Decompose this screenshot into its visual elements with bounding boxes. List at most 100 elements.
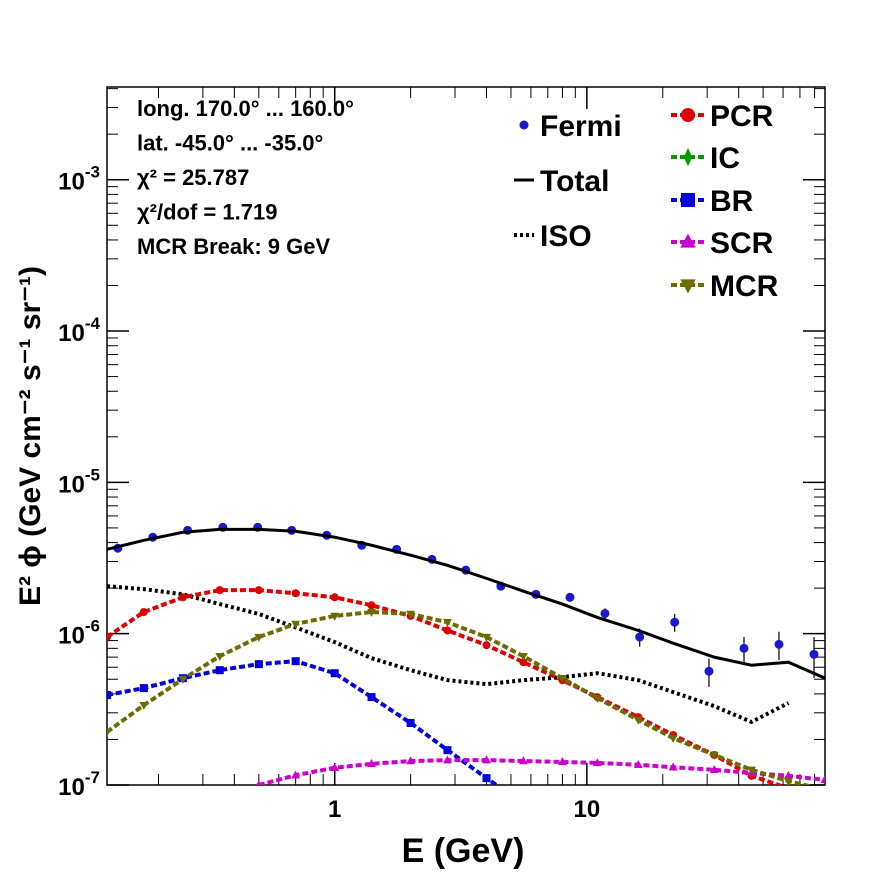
marker [178, 675, 188, 684]
y-tick-exponent: -5 [85, 465, 100, 484]
marker [254, 586, 263, 595]
marker [107, 691, 111, 700]
series-line [107, 659, 500, 785]
y-tick-base: 10 [58, 623, 85, 650]
marker [482, 774, 491, 783]
legend-label: PCR [710, 100, 774, 133]
annotation: MCR Break: 9 GeV [137, 234, 331, 259]
data-point [635, 632, 645, 642]
annotation: lat. -45.0° ... -35.0° [137, 131, 323, 156]
legend-label: Total [540, 165, 609, 198]
x-tick-label: 1 [328, 796, 341, 823]
y-tick-exponent: -4 [85, 314, 101, 333]
marker [215, 586, 224, 595]
data-point [809, 649, 819, 659]
marker [680, 279, 696, 294]
annotation: long. 170.0° ... 160.0° [137, 96, 354, 121]
data-point [774, 639, 784, 649]
marker [443, 626, 452, 635]
marker [592, 758, 602, 767]
marker [820, 775, 825, 784]
marker [683, 147, 693, 167]
marker [330, 762, 340, 771]
marker [291, 589, 300, 598]
marker [254, 633, 264, 642]
marker [107, 728, 112, 737]
legend-label: SCR [710, 227, 774, 260]
marker [443, 746, 452, 755]
marker [443, 619, 452, 628]
marker [668, 762, 678, 771]
x-tick-label: 10 [574, 796, 601, 823]
y-tick-label: 10-7 [58, 768, 100, 801]
legend-label: BR [710, 185, 754, 218]
marker [518, 652, 528, 661]
marker [633, 716, 643, 725]
marker [107, 633, 111, 642]
marker [784, 777, 793, 785]
marker [139, 701, 149, 710]
marker [178, 593, 187, 602]
legend-entry: ISO [514, 220, 592, 253]
plot-area [107, 522, 825, 785]
marker [367, 601, 376, 610]
marker [681, 108, 695, 122]
legend-entry: PCR [671, 100, 774, 133]
data-point [670, 617, 680, 627]
data-point [600, 608, 610, 618]
y-axis-title: E² ϕ (GeV cm⁻² s⁻¹ sr⁻¹) [14, 266, 47, 606]
legend-entry: BR [671, 185, 754, 218]
legend-entry: Fermi [519, 110, 622, 143]
y-tick-label: 10-6 [58, 617, 100, 650]
legend-entry: SCR [671, 227, 774, 260]
marker [254, 660, 263, 669]
marker [482, 755, 491, 764]
marker [139, 608, 148, 617]
legend-entry: IC [671, 142, 740, 175]
data-point [565, 592, 575, 602]
marker [633, 759, 643, 768]
marker [330, 612, 340, 621]
plot-frame [106, 86, 826, 786]
data-point [739, 643, 749, 653]
marker [330, 669, 339, 678]
y-tick-exponent: -3 [85, 163, 100, 182]
marker [291, 620, 301, 629]
marker [291, 657, 300, 666]
marker [443, 755, 452, 764]
marker [367, 608, 376, 617]
marker [680, 233, 696, 248]
marker [139, 684, 148, 693]
marker [709, 751, 719, 760]
marker [482, 641, 491, 650]
marker [668, 734, 678, 743]
y-tick-base: 10 [58, 774, 85, 801]
marker [367, 759, 376, 768]
y-tick-base: 10 [58, 471, 85, 498]
marker [681, 193, 695, 207]
marker [215, 666, 224, 675]
marker [518, 756, 528, 765]
legend-entry: Total [514, 165, 609, 198]
marker [558, 757, 567, 766]
y-tick-label: 10-3 [58, 163, 100, 196]
marker [291, 770, 301, 779]
y-tick-base: 10 [58, 320, 85, 347]
marker [558, 674, 567, 683]
series-line [107, 584, 790, 725]
marker [709, 765, 719, 774]
y-tick-exponent: -7 [85, 768, 100, 787]
legend-label: MCR [710, 270, 779, 303]
legend-symbol [519, 120, 529, 130]
legend-label: IC [710, 142, 740, 175]
marker [747, 766, 756, 775]
annotation: χ² = 25.787 [137, 165, 249, 190]
marker [367, 693, 376, 702]
data-point [704, 666, 714, 676]
y-tick-exponent: -6 [85, 617, 100, 636]
marker [406, 718, 415, 727]
marker [784, 771, 793, 780]
y-tick-label: 10-5 [58, 465, 100, 498]
